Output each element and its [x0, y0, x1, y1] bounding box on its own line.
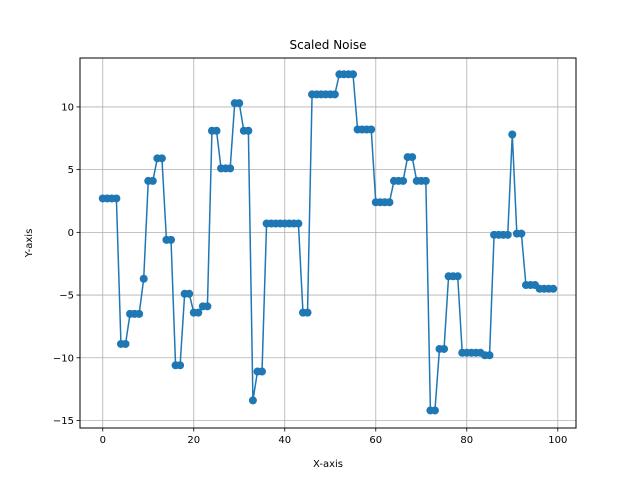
- y-tick-label: −10: [53, 353, 74, 364]
- series: [98, 70, 558, 415]
- data-point: [248, 396, 257, 405]
- y-axis: −15 −10 −5 0 5 10: [53, 102, 80, 427]
- x-axis: 0 20 40 60 80 100: [100, 428, 567, 446]
- data-point: [508, 130, 517, 139]
- data-point: [349, 70, 358, 79]
- x-tick-label: 20: [187, 435, 200, 446]
- data-point: [408, 153, 417, 162]
- x-tick-label: 60: [369, 435, 382, 446]
- data-point: [485, 351, 494, 360]
- data-point: [330, 90, 339, 99]
- data-point: [235, 99, 244, 108]
- data-point: [517, 229, 526, 238]
- data-point: [367, 125, 376, 134]
- data-point: [385, 198, 394, 207]
- data-point: [139, 274, 148, 283]
- x-tick-label: 0: [100, 435, 106, 446]
- chart-title: Scaled Noise: [289, 38, 366, 52]
- data-point: [226, 164, 235, 173]
- plot-frame: [79, 57, 577, 429]
- data-point: [453, 272, 462, 281]
- data-point: [303, 308, 312, 317]
- x-tick-label: 40: [278, 435, 291, 446]
- y-tick-label: 10: [61, 102, 74, 113]
- data-point: [121, 339, 130, 348]
- data-point: [258, 367, 267, 376]
- data-point: [421, 176, 430, 185]
- data-point: [185, 289, 194, 298]
- data-point: [399, 176, 408, 185]
- y-tick-label: −5: [59, 291, 74, 302]
- x-tick-label: 100: [548, 435, 567, 446]
- y-tick-label: 0: [68, 228, 74, 239]
- y-tick-label: 5: [68, 165, 74, 176]
- x-tick-label: 80: [460, 435, 473, 446]
- data-point: [194, 308, 203, 317]
- data-point: [440, 344, 449, 353]
- data-point: [203, 302, 212, 311]
- y-tick-label: −15: [53, 416, 74, 427]
- data-point: [167, 235, 176, 244]
- data-point: [112, 194, 121, 203]
- data-point: [244, 126, 253, 135]
- data-point: [212, 126, 221, 135]
- data-point: [430, 406, 439, 415]
- data-point: [503, 230, 512, 239]
- data-point: [135, 309, 144, 318]
- data-point: [157, 154, 166, 163]
- y-axis-label: Y-axis: [24, 229, 35, 259]
- data-point: [294, 219, 303, 228]
- data-point: [549, 284, 558, 293]
- x-axis-label: X-axis: [313, 459, 343, 470]
- data-point: [176, 361, 185, 370]
- data-point: [148, 176, 157, 185]
